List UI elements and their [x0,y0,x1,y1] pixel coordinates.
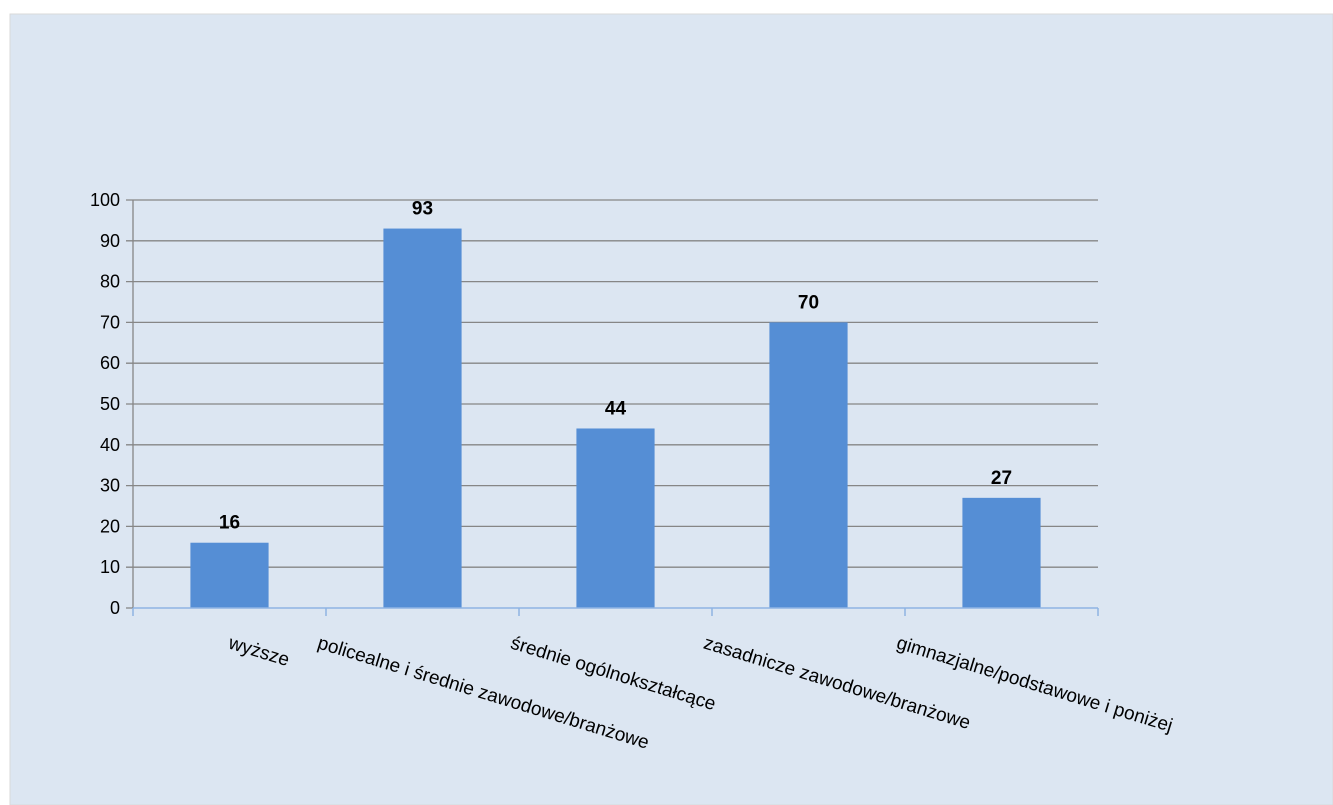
data-label: 93 [412,199,433,220]
bar [576,428,655,608]
y-tick-label: 50 [100,394,120,414]
data-label: 70 [798,292,819,313]
y-tick-label: 40 [100,435,120,455]
data-label: 44 [605,398,627,419]
y-tick-label: 60 [100,353,120,373]
y-tick-label: 0 [110,598,120,618]
y-tick-label: 90 [100,231,120,251]
bar [383,228,462,608]
y-tick-label: 100 [90,190,120,210]
y-tick-label: 70 [100,312,120,332]
data-labels: 16 93 44 70 27 [219,199,1012,534]
y-tick-label: 20 [100,516,120,536]
chart-background [9,13,1333,805]
y-tick-label: 80 [100,272,120,292]
data-label: 27 [991,468,1012,489]
y-axis-tick-labels: 0 10 20 30 40 50 60 70 80 90 100 [90,190,120,618]
bar [962,497,1041,608]
y-tick-label: 30 [100,476,120,496]
bar [190,542,269,608]
x-axis [132,607,1099,616]
y-tick-label: 10 [100,557,120,577]
bars [190,228,1041,608]
data-label: 16 [219,513,240,534]
bar [769,322,848,608]
